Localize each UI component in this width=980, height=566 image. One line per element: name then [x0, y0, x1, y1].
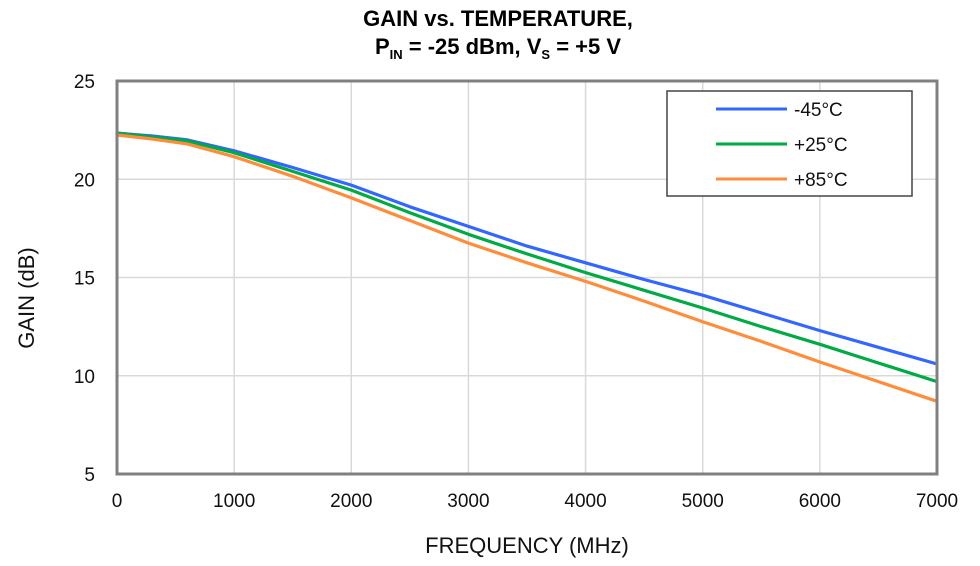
series-line-1 [115, 131, 939, 384]
x-tick-label: 2000 [330, 491, 372, 512]
legend: -45°C +25°C +85°C [666, 90, 913, 197]
chart-title: GAIN vs. TEMPERATURE, PIN = -25 dBm, VS … [363, 6, 633, 62]
x-tick-label: 6000 [799, 491, 841, 512]
legend-label: +85°C [794, 170, 848, 191]
chart-title-line2: PIN = -25 dBm, VS = +5 V [375, 34, 621, 62]
x-tick-labels: 0 1000 2000 3000 4000 5000 6000 7000 [112, 491, 958, 512]
legend-label: +25°C [794, 135, 848, 156]
y-axis-label: GAIN (dB) [14, 247, 39, 348]
x-tick-label: 3000 [447, 491, 489, 512]
series-line-2 [115, 133, 939, 403]
x-tick-label: 7000 [916, 491, 958, 512]
x-axis-label: FREQUENCY (MHz) [425, 533, 629, 558]
plot-frame [115, 79, 939, 476]
y-tick-label: 10 [74, 367, 95, 388]
x-tick-label: 0 [112, 491, 123, 512]
x-tick-label: 5000 [682, 491, 724, 512]
x-tick-label: 4000 [564, 491, 606, 512]
y-tick-label: 15 [74, 269, 95, 290]
legend-box [666, 90, 913, 197]
legend-label: -45°C [794, 100, 843, 121]
x-tick-label: 1000 [213, 491, 255, 512]
series-group [115, 131, 939, 403]
y-tick-label: 5 [84, 465, 95, 486]
chart-title-line1: GAIN vs. TEMPERATURE, [363, 6, 633, 31]
y-tick-label: 20 [74, 170, 95, 191]
y-tick-labels: 5 10 15 20 25 [74, 72, 95, 486]
y-tick-label: 25 [74, 72, 95, 93]
